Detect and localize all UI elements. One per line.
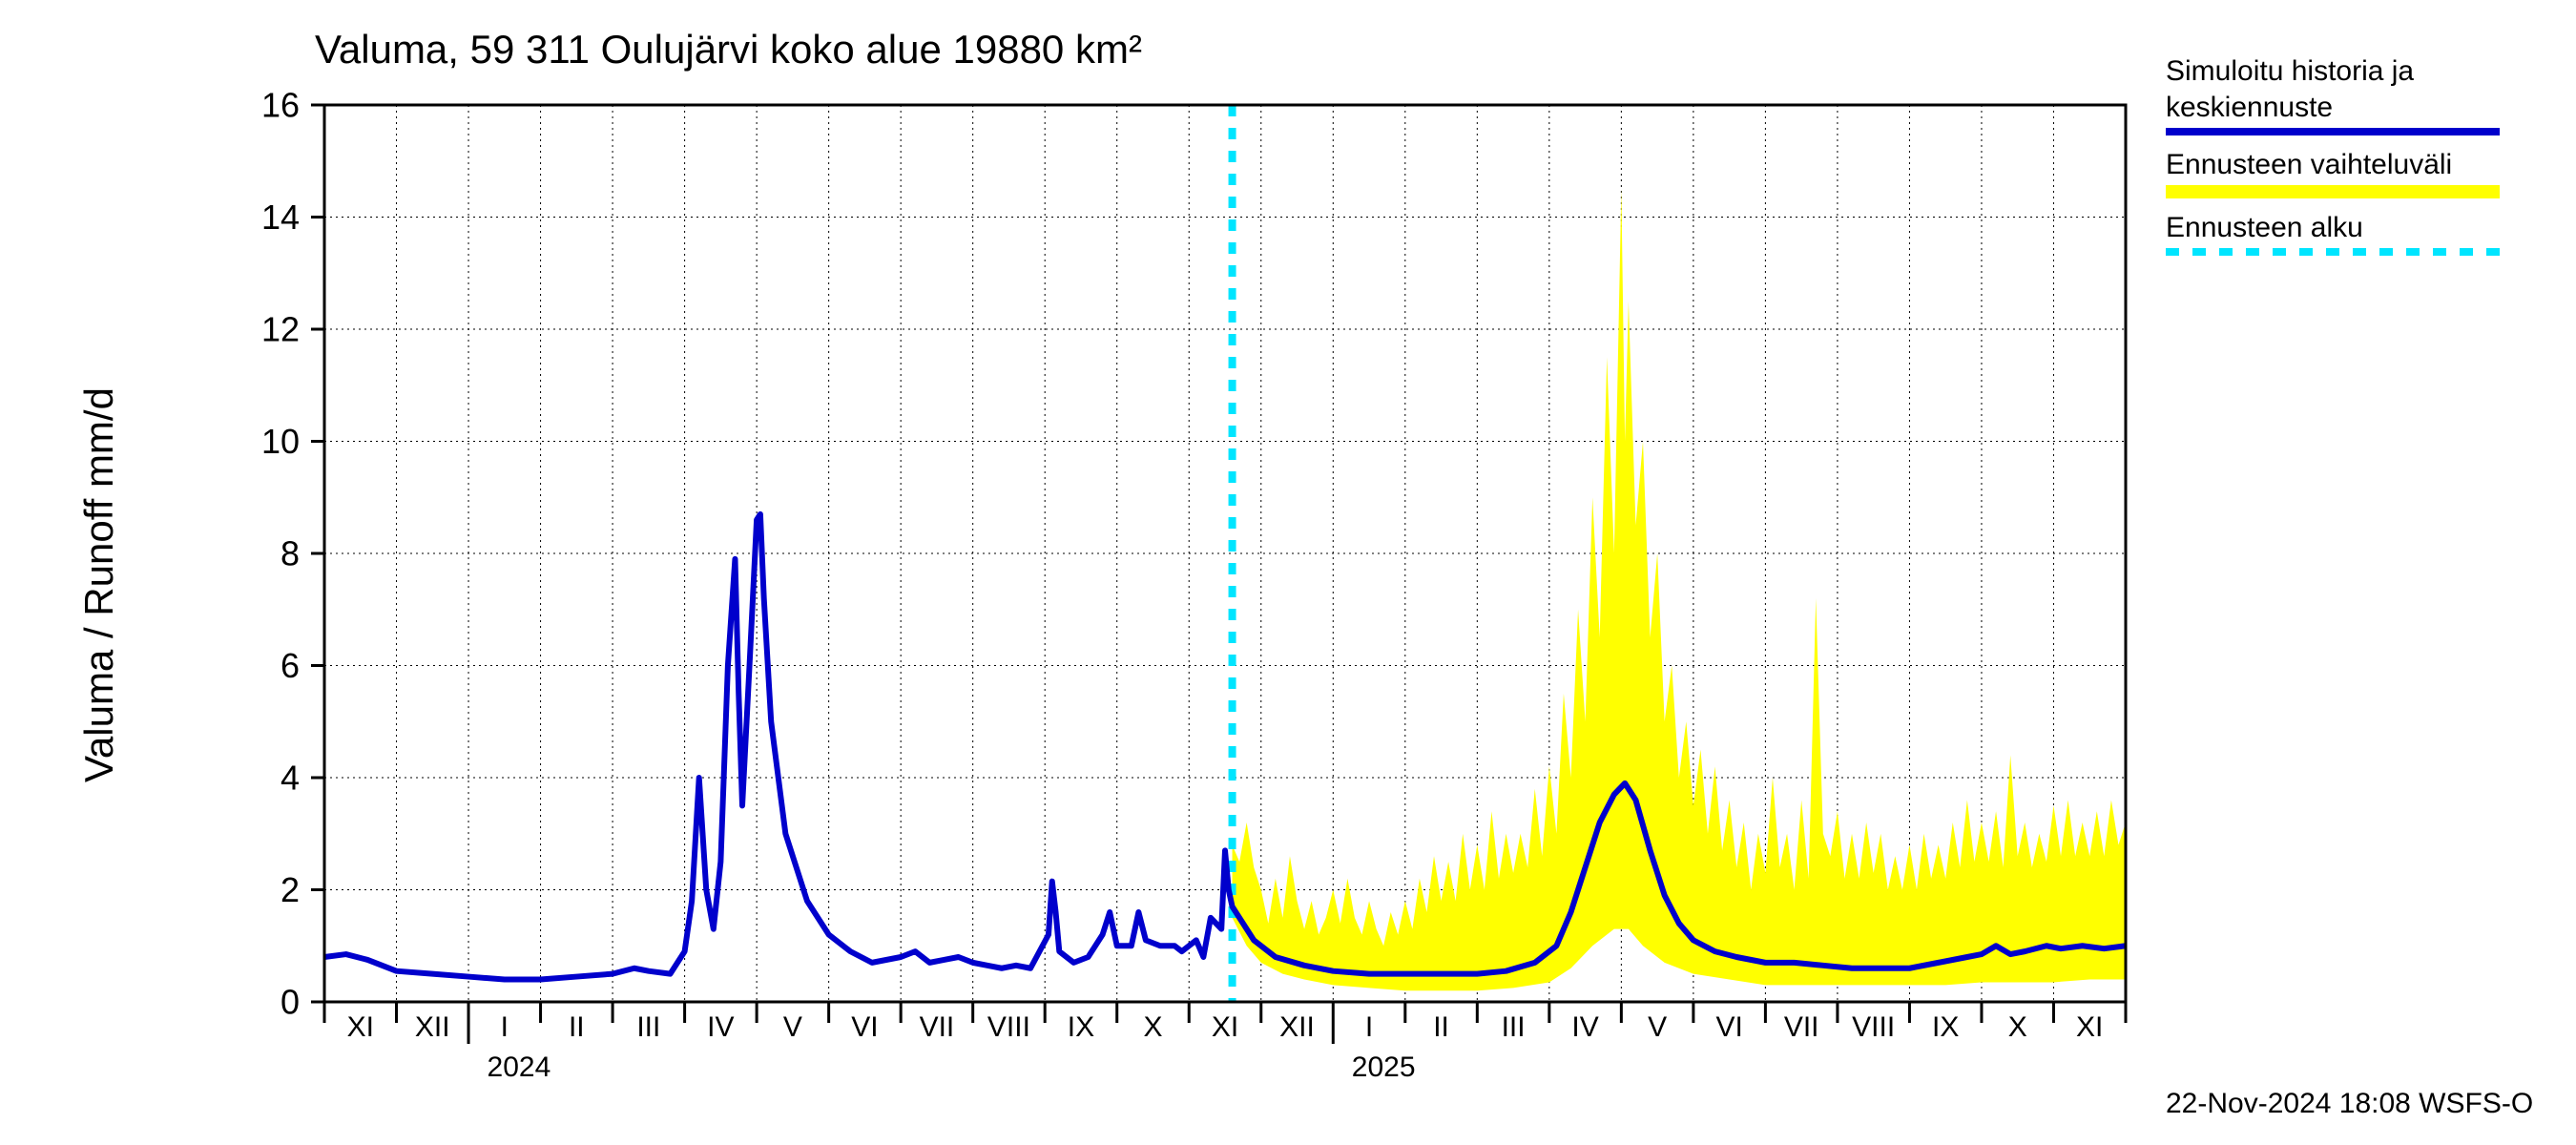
svg-text:2: 2 [280,870,300,909]
legend-swatch [2166,248,2500,256]
svg-text:IV: IV [1571,1011,1598,1043]
svg-text:2024: 2024 [488,1051,551,1083]
svg-text:VI: VI [851,1011,878,1043]
svg-text:8: 8 [280,534,300,573]
svg-text:12: 12 [261,310,300,349]
legend-swatch [2166,185,2500,198]
svg-text:VII: VII [920,1011,955,1043]
svg-text:XI: XI [347,1011,374,1043]
svg-text:I: I [501,1011,509,1043]
chart-footer: 22-Nov-2024 18:08 WSFS-O [2166,1088,2533,1120]
svg-text:4: 4 [280,759,300,798]
svg-text:16: 16 [261,86,300,125]
svg-text:0: 0 [280,983,300,1022]
svg-text:XI: XI [1212,1011,1238,1043]
svg-text:XI: XI [2076,1011,2103,1043]
svg-text:X: X [1143,1011,1162,1043]
legend-item: Ennusteen alku [2166,212,2500,256]
svg-text:IV: IV [707,1011,734,1043]
svg-text:VIII: VIII [987,1011,1030,1043]
legend-label: Simuloitu historia ja [2166,55,2500,88]
svg-text:V: V [783,1011,802,1043]
svg-text:X: X [2008,1011,2027,1043]
svg-text:III: III [1502,1011,1526,1043]
legend: Simuloitu historia ja keskiennuste Ennuste… [2166,55,2500,269]
legend-item: Simuloitu historia ja keskiennuste [2166,55,2500,135]
svg-text:III: III [636,1011,660,1043]
legend-label: Ennusteen alku [2166,212,2500,244]
legend-item: Ennusteen vaihteluväli [2166,149,2500,198]
svg-text:14: 14 [261,198,300,237]
legend-label: Ennusteen vaihteluväli [2166,149,2500,181]
svg-text:2025: 2025 [1352,1051,1416,1083]
svg-text:IX: IX [1932,1011,1959,1043]
legend-swatch [2166,128,2500,135]
svg-text:IX: IX [1068,1011,1094,1043]
svg-text:VII: VII [1784,1011,1819,1043]
svg-text:6: 6 [280,646,300,685]
svg-text:V: V [1648,1011,1667,1043]
chart-container: Valuma, 59 311 Oulujärvi koko alue 19880… [0,0,2576,1145]
svg-text:10: 10 [261,422,300,461]
svg-text:II: II [1433,1011,1449,1043]
svg-text:I: I [1365,1011,1373,1043]
svg-text:XII: XII [1279,1011,1315,1043]
svg-text:VI: VI [1715,1011,1742,1043]
svg-text:II: II [569,1011,585,1043]
svg-text:XII: XII [415,1011,450,1043]
legend-label: keskiennuste [2166,92,2500,124]
svg-text:VIII: VIII [1852,1011,1895,1043]
